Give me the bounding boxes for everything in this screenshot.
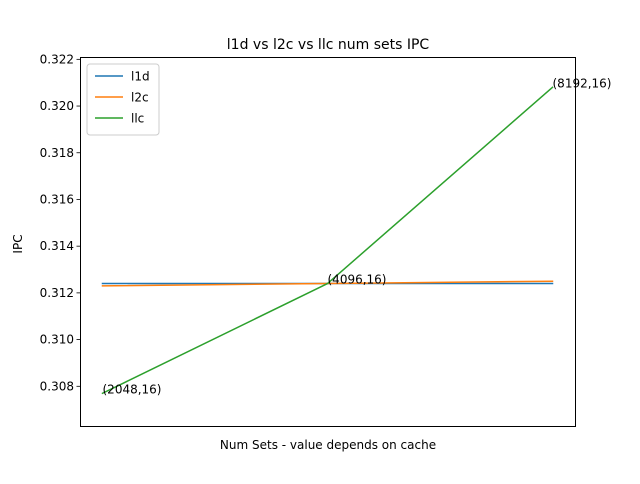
series-line-llc xyxy=(101,86,554,395)
legend-label-l1d: l1d xyxy=(131,70,150,84)
y-tick-label: 0.314 xyxy=(40,239,74,253)
y-tick-label: 0.308 xyxy=(40,379,74,393)
chart-title: l1d vs l2c vs llc num sets IPC xyxy=(227,37,430,53)
plot-area-frame xyxy=(80,57,576,427)
point-annotation: (2048,16) xyxy=(103,382,162,396)
point-annotation: (8192,16) xyxy=(553,76,612,90)
legend-label-llc: llc xyxy=(131,112,144,126)
x-axis-label: Num Sets - value depends on cache xyxy=(220,438,436,452)
legend: l1d l2c llc xyxy=(86,63,160,136)
y-tick-label: 0.312 xyxy=(40,286,74,300)
legend-label-l2c: l2c xyxy=(131,91,149,105)
y-tick-label: 0.310 xyxy=(40,333,74,347)
y-axis-ticks: 0.308 0.310 0.312 0.314 0.316 0.318 0.320 0.322 xyxy=(40,52,80,393)
y-tick-label: 0.316 xyxy=(40,192,74,206)
y-tick-label: 0.318 xyxy=(40,146,74,160)
y-axis-label: IPC xyxy=(11,234,25,253)
point-annotation: (4096,16) xyxy=(328,273,387,287)
series-lines xyxy=(101,86,554,395)
y-tick-label: 0.322 xyxy=(40,52,74,66)
y-tick-label: 0.320 xyxy=(40,99,74,113)
point-annotations: (2048,16) (4096,16) (8192,16) xyxy=(103,76,612,396)
